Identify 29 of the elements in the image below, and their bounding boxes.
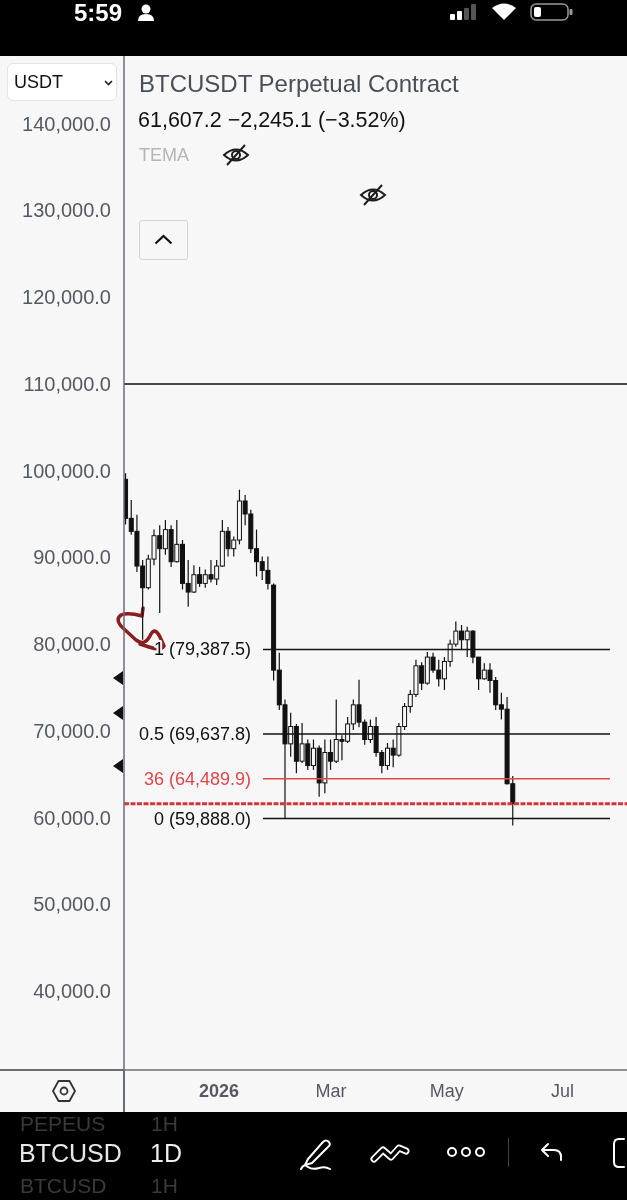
y-tick-label: 140,000.0 (22, 112, 111, 135)
y-tick-label: 90,000.0 (33, 546, 111, 569)
y-tick-label: 100,000.0 (22, 459, 111, 482)
ref-line-label: 36 (64,489.9) (143, 768, 251, 789)
y-tick-label: 40,000.0 (33, 980, 111, 1003)
y-tick-label: 50,000.0 (33, 893, 111, 916)
text: 1D (150, 1138, 182, 1168)
text: PEPEUS (20, 1112, 106, 1135)
y-tick-label: 130,000.0 (22, 199, 111, 222)
text: 1H (151, 1174, 178, 1197)
annotation: TEMA (139, 144, 190, 166)
x-tick-label: May (429, 1081, 464, 1101)
y-tick-label: 80,000.0 (33, 633, 111, 656)
y-tick-label: 70,000.0 (33, 719, 111, 742)
text: BTCUSD (19, 1138, 122, 1168)
currency-dropdown: USDT (7, 63, 117, 101)
y-tick-label: 60,000.0 (33, 806, 111, 829)
ref-line-label: 0.5 (69,637.8) (138, 723, 251, 744)
y-tick-label: 110,000.0 (23, 372, 111, 395)
x-tick-label: Jul (550, 1081, 574, 1101)
x-tick-label: Mar (315, 1081, 347, 1101)
y-tick-label: 120,000.0 (22, 286, 111, 309)
text: BTCUSD (20, 1174, 107, 1197)
text: 61,607.2 −2,245.1 (−3.52%) (138, 107, 406, 133)
ref-line-label: 0 (59,888.0) (153, 808, 251, 829)
text: 1H (151, 1112, 178, 1135)
text: BTCUSDT Perpetual Contract (139, 70, 459, 98)
text: 5:59 (74, 0, 123, 26)
x-tick-label: 2026 (198, 1081, 239, 1101)
